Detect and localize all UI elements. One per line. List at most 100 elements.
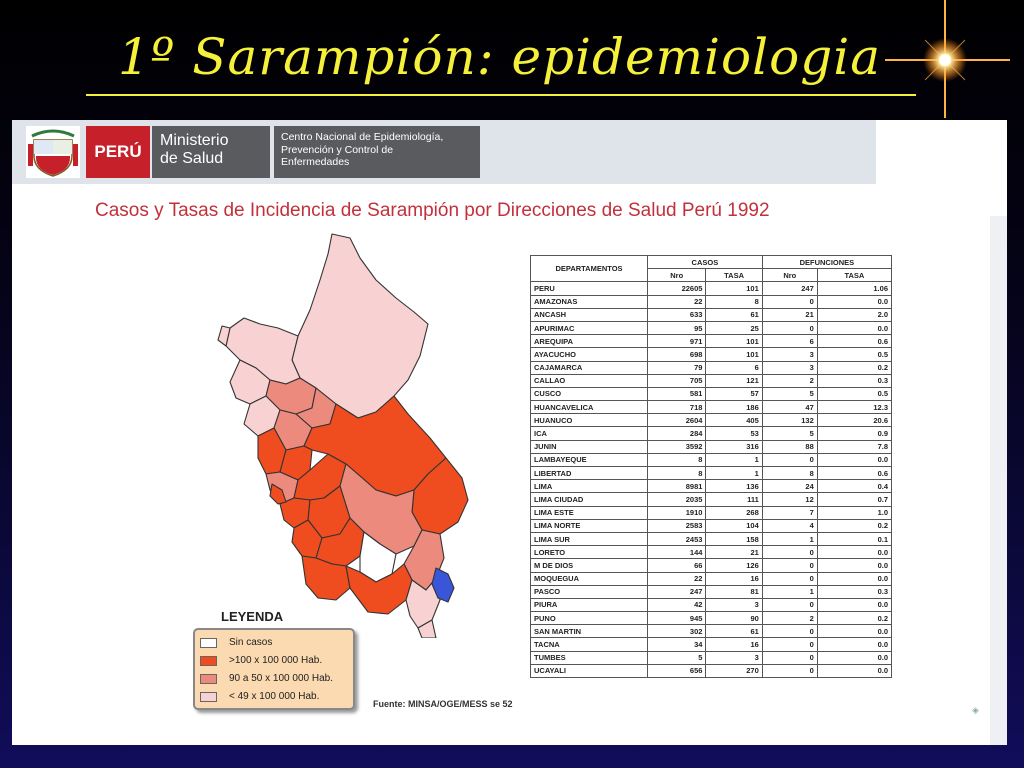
cell-value: 268 bbox=[705, 505, 763, 520]
header-def-tasa: TASA bbox=[816, 268, 893, 283]
center-label: Centro Nacional de Epidemiología, Preven… bbox=[274, 126, 480, 178]
cell-value: 16 bbox=[705, 571, 763, 586]
cell-value: 1 bbox=[761, 584, 818, 599]
table-row: LIMA ESTE 1910 268 7 1.0 bbox=[530, 505, 893, 520]
cell-value: 405 bbox=[705, 413, 763, 428]
cell-value: 81 bbox=[705, 584, 763, 599]
cell-value: 2035 bbox=[646, 492, 707, 507]
cell-value: 0.3 bbox=[816, 373, 893, 388]
coat-of-arms-icon bbox=[26, 126, 80, 178]
legend-title: LEYENDA bbox=[221, 609, 284, 624]
table-row: AREQUIPA 971 101 6 0.6 bbox=[530, 334, 893, 349]
cell-value: 101 bbox=[705, 334, 763, 349]
table-row: PUNO 945 90 2 0.2 bbox=[530, 611, 893, 626]
legend-label: < 49 x 100 000 Hab. bbox=[229, 691, 320, 702]
cell-value: 0.2 bbox=[816, 360, 893, 375]
cell-value: 88 bbox=[761, 439, 818, 454]
header-casos: CASOS bbox=[647, 254, 763, 270]
table-row: PIURA 42 3 0 0.0 bbox=[530, 597, 893, 613]
table-row: CUSCO 581 57 5 0.5 bbox=[530, 386, 893, 402]
cell-departamento: AREQUIPA bbox=[530, 334, 648, 349]
cell-value: 0 bbox=[761, 294, 818, 309]
cell-departamento: HUANUCO bbox=[530, 413, 648, 428]
cell-value: 47 bbox=[761, 400, 818, 415]
cell-value: 1910 bbox=[646, 505, 707, 520]
cell-departamento: AYACUCHO bbox=[530, 347, 648, 362]
table-row: SAN MARTIN 302 61 0 0.0 bbox=[530, 624, 893, 639]
cell-departamento: LORETO bbox=[530, 545, 648, 560]
cell-value: 3592 bbox=[646, 439, 707, 454]
cell-departamento: CALLAO bbox=[530, 373, 648, 388]
cell-departamento: LIMA ESTE bbox=[530, 505, 648, 520]
cell-value: 136 bbox=[705, 479, 763, 494]
sparkle-icon bbox=[885, 0, 1010, 118]
cell-departamento: LIMA SUR bbox=[530, 531, 648, 547]
cell-value: 0.6 bbox=[816, 465, 893, 481]
cell-value: 0.3 bbox=[816, 584, 893, 599]
cell-value: 24 bbox=[761, 479, 818, 494]
table-row: AYACUCHO 698 101 3 0.5 bbox=[530, 347, 893, 362]
legend-item: < 49 x 100 000 Hab. bbox=[200, 690, 319, 703]
title-underline bbox=[86, 94, 916, 96]
cell-value: 0 bbox=[761, 558, 818, 573]
table-row: JUNIN 3592 316 88 7.8 bbox=[530, 439, 893, 454]
cell-value: 0.0 bbox=[816, 545, 893, 560]
slide-title: 1º Sarampión: epidemiologia bbox=[118, 28, 882, 86]
cell-value: 21 bbox=[761, 307, 818, 322]
header-def-nro: Nro bbox=[761, 268, 818, 283]
cell-value: 0 bbox=[761, 320, 818, 336]
table-row: MOQUEGUA 22 16 0 0.0 bbox=[530, 571, 893, 586]
cell-value: 0.0 bbox=[816, 558, 893, 573]
cell-value: 12.3 bbox=[816, 400, 893, 415]
table-row: LAMBAYEQUE 8 1 0 0.0 bbox=[530, 452, 893, 468]
cell-value: 158 bbox=[705, 531, 763, 547]
table-row: CALLAO 705 121 2 0.3 bbox=[530, 373, 893, 388]
cell-value: 22 bbox=[646, 294, 707, 309]
cell-value: 21 bbox=[705, 545, 763, 560]
cell-value: 3 bbox=[705, 597, 763, 613]
cell-value: 705 bbox=[646, 373, 707, 388]
table-row: HUANUCO 2604 405 132 20.6 bbox=[530, 413, 893, 428]
cell-value: 0.0 bbox=[816, 571, 893, 586]
legend-item: Sin casos bbox=[200, 636, 272, 649]
legend-label: >100 x 100 000 Hab. bbox=[229, 655, 323, 666]
legend-swatch bbox=[200, 655, 217, 666]
table-row: PASCO 247 81 1 0.3 bbox=[530, 584, 893, 599]
cell-departamento: TUMBES bbox=[530, 650, 648, 665]
table-row: CAJAMARCA 79 6 3 0.2 bbox=[530, 360, 893, 375]
ministry-line-1: Ministerio bbox=[160, 132, 229, 149]
cell-value: 121 bbox=[705, 373, 763, 388]
cell-departamento: AMAZONAS bbox=[530, 294, 648, 309]
cell-value: 0 bbox=[761, 637, 818, 652]
cell-value: 0.0 bbox=[816, 597, 893, 613]
cell-departamento: MOQUEGUA bbox=[530, 571, 648, 586]
cell-departamento: JUNIN bbox=[530, 439, 648, 454]
cell-departamento: LIMA CIUDAD bbox=[530, 492, 648, 507]
cell-value: 66 bbox=[646, 558, 707, 573]
cell-departamento: LIMA NORTE bbox=[530, 518, 648, 533]
cell-departamento: ICA bbox=[530, 426, 648, 441]
document-title: Casos y Tasas de Incidencia de Sarampión… bbox=[95, 200, 770, 221]
cell-value: 0 bbox=[761, 545, 818, 560]
watermark-logo: ◈ bbox=[972, 705, 979, 715]
document-image: PERÚ Ministerio de Salud Centro Nacional… bbox=[12, 120, 1007, 745]
cell-value: 0 bbox=[761, 650, 818, 665]
cell-departamento: CUSCO bbox=[530, 386, 648, 402]
cell-value: 3 bbox=[761, 360, 818, 375]
cell-value: 4 bbox=[761, 518, 818, 533]
cell-departamento: ANCASH bbox=[530, 307, 648, 322]
cell-value: 57 bbox=[705, 386, 763, 402]
source-note: Fuente: MINSA/OGE/MESS se 52 bbox=[373, 699, 513, 709]
cell-value: 61 bbox=[705, 307, 763, 322]
table-row: ANCASH 633 61 21 2.0 bbox=[530, 307, 893, 322]
cell-value: 0.2 bbox=[816, 611, 893, 626]
cell-value: 7.8 bbox=[816, 439, 893, 454]
table-row: TUMBES 5 3 0 0.0 bbox=[530, 650, 893, 665]
cell-value: 1.0 bbox=[816, 505, 893, 520]
cell-departamento: HUANCAVELICA bbox=[530, 400, 648, 415]
cell-value: 22 bbox=[646, 571, 707, 586]
cell-value: 945 bbox=[646, 611, 707, 626]
cell-value: 5 bbox=[646, 650, 707, 665]
table-row: TACNA 34 16 0 0.0 bbox=[530, 637, 893, 652]
cell-value: 2453 bbox=[646, 531, 707, 547]
